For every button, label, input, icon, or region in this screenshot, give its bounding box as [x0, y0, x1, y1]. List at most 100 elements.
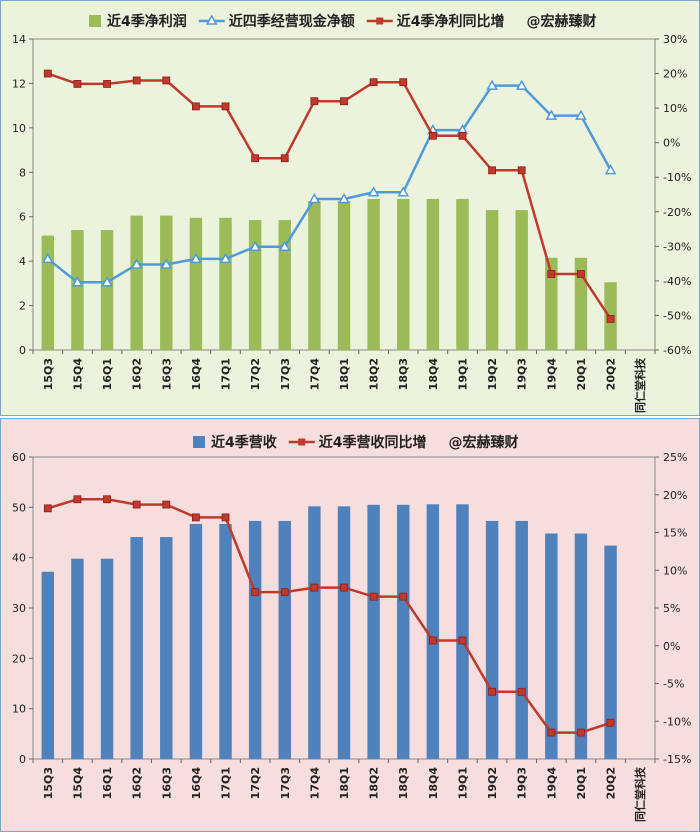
y2-tick-label: -5% — [663, 678, 684, 691]
x-tick-label: 19Q1 — [456, 767, 469, 799]
x-tick-label: 19Q3 — [516, 358, 529, 390]
x-tick-label: 16Q2 — [131, 358, 144, 390]
y-tick-label: 0 — [19, 344, 26, 357]
x-tick-label: 16Q3 — [160, 358, 173, 390]
y2-tick-label: -30% — [663, 240, 691, 253]
bar — [367, 504, 380, 759]
bar — [219, 217, 232, 350]
data-point — [162, 500, 171, 509]
x-tick-label: 20Q1 — [575, 767, 588, 799]
data-point — [517, 166, 526, 175]
x-tick-label: 17Q1 — [220, 767, 233, 799]
data-point — [486, 79, 498, 90]
x-tick-label: 18Q4 — [427, 767, 440, 800]
data-point — [577, 728, 585, 737]
y-tick-label: 14 — [12, 33, 26, 46]
net-profit-chart: 0 2 4 6 8 10 12 14 -60% -50% -40% -30% -20% -10% 0% 10%… — [12, 13, 691, 413]
y2-tick-label: 25% — [663, 451, 687, 464]
data-point — [278, 240, 291, 251]
y-tick-label: 12 — [12, 77, 26, 90]
y2-tick-label: -40% — [663, 275, 691, 288]
x-tick-label: 17Q2 — [249, 767, 262, 799]
bar — [308, 506, 321, 759]
x-tick-label: 16Q3 — [160, 767, 173, 799]
revenue-chart: 0 10 20 30 40 50 60 -15% -10% -5% 0% 5% 10% 15% 20% 25%… — [12, 434, 691, 822]
series-line — [47, 498, 611, 734]
data-point — [308, 192, 321, 204]
bar — [337, 201, 351, 350]
y-tick-label: 20 — [12, 652, 26, 665]
data-point — [162, 76, 171, 85]
x-tick-label: 16Q1 — [101, 358, 114, 390]
bar — [248, 520, 262, 759]
y2-tick-label: 10% — [663, 564, 687, 577]
x-tick-label: 19Q1 — [456, 358, 469, 390]
data-point — [101, 276, 113, 287]
bar — [456, 198, 469, 350]
bar — [130, 537, 143, 759]
legend-swatch — [193, 436, 205, 448]
bar — [278, 220, 291, 350]
data-point — [42, 252, 54, 264]
x-tick-label: 18Q3 — [397, 767, 410, 799]
x-tick-label: 16Q2 — [131, 767, 144, 799]
bar — [397, 198, 410, 350]
bar — [574, 533, 588, 759]
data-point — [190, 252, 202, 264]
data-point — [399, 592, 408, 601]
data-point — [103, 495, 111, 504]
x-tick-label: 15Q3 — [42, 358, 55, 390]
bar — [130, 215, 143, 350]
y-tick-label: 6 — [19, 211, 26, 224]
bar — [485, 520, 499, 759]
x-tick-label: 17Q4 — [308, 767, 321, 800]
data-point — [369, 592, 378, 601]
data-point — [515, 79, 528, 90]
x-tick-label: 18Q2 — [368, 358, 381, 390]
data-point — [575, 109, 587, 120]
x-tick-label: 20Q2 — [605, 767, 618, 799]
x-tick-label: 18Q1 — [338, 767, 351, 799]
watermark-label: @宏赫臻财 — [527, 13, 597, 30]
x-tick-label: 16Q4 — [190, 767, 203, 800]
legend-marker — [376, 17, 384, 25]
data-point — [219, 252, 232, 264]
data-point — [369, 78, 378, 87]
y2-tick-label: -60% — [663, 344, 691, 357]
x-tick-label: 15Q4 — [71, 767, 84, 800]
x-tick-label: 19Q4 — [545, 767, 558, 800]
data-point — [160, 258, 173, 269]
legend-swatch — [89, 15, 101, 27]
revenue-chart-panel: 0 10 20 30 40 50 60 -15% -10% -5% 0% 5% 10% 15% 20% 25%… — [0, 418, 700, 832]
data-point — [251, 588, 260, 597]
x-tick-label: 19Q3 — [516, 767, 529, 799]
bar — [41, 235, 55, 350]
data-point — [43, 69, 52, 78]
data-point — [71, 276, 84, 287]
y-tick-label: 4 — [19, 255, 26, 268]
data-point — [280, 588, 289, 597]
legend-marker — [205, 14, 218, 25]
y2-tick-label: 10% — [663, 102, 687, 115]
data-point — [399, 78, 408, 87]
bar — [515, 210, 528, 350]
bar — [189, 523, 203, 759]
x-tick-label: 16Q4 — [190, 358, 203, 391]
data-point — [221, 102, 230, 111]
data-point — [428, 131, 437, 140]
y2-tick-label: 5% — [663, 602, 680, 615]
bar — [189, 217, 203, 350]
x-tick-label: 15Q3 — [42, 767, 55, 799]
bar — [71, 558, 84, 759]
data-point — [488, 687, 496, 696]
bar — [160, 215, 173, 350]
y2-tick-label: 30% — [663, 33, 687, 46]
y2-tick-label: -10% — [663, 171, 691, 184]
bar — [308, 201, 321, 350]
data-point — [192, 513, 200, 522]
y2-tick-label: 20% — [663, 489, 687, 502]
data-point — [280, 154, 289, 163]
y2-tick-label: 0% — [663, 137, 680, 150]
x-tick-label: 17Q4 — [308, 358, 321, 391]
data-point — [340, 583, 348, 592]
